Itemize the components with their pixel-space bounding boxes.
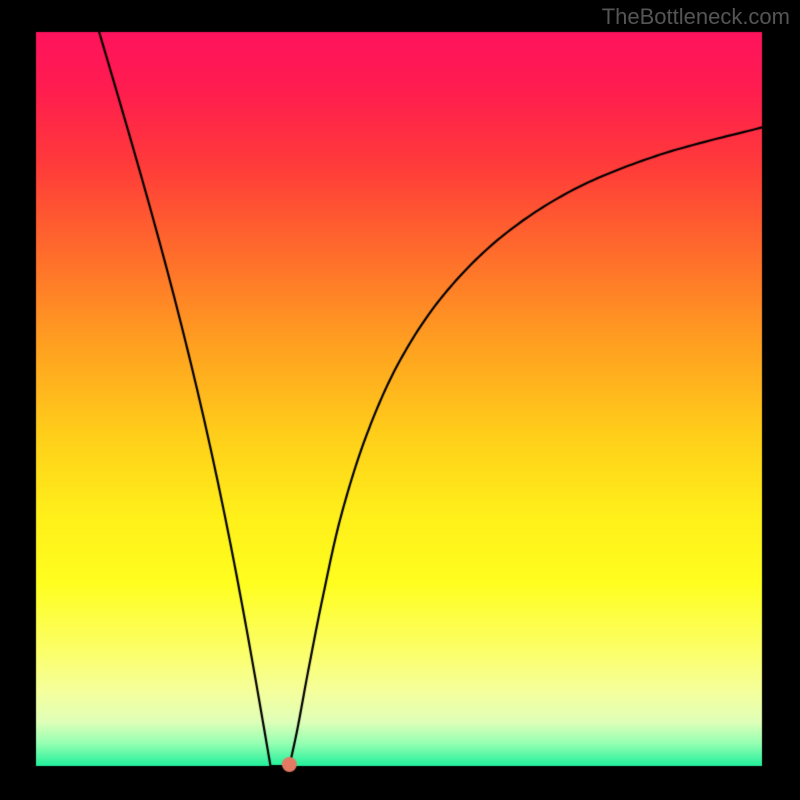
bottleneck-chart xyxy=(0,0,800,800)
